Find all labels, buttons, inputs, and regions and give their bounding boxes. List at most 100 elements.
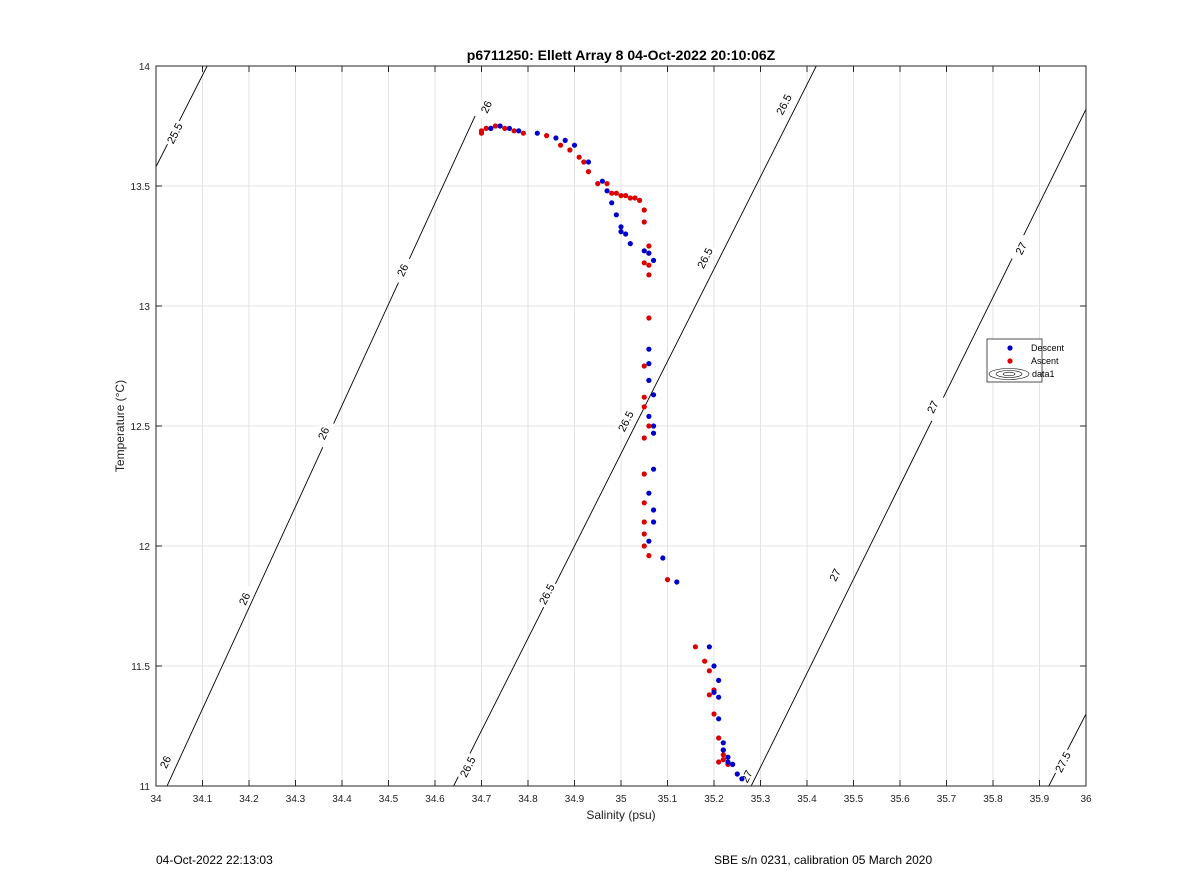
- data-point-ascent: [702, 658, 708, 664]
- y-tick-label: 14: [139, 62, 151, 73]
- x-axis-label: Salinity (psu): [586, 808, 655, 822]
- data-point-ascent: [623, 193, 629, 199]
- data-point-descent: [534, 130, 540, 136]
- footer-timestamp: 04-Oct-2022 22:13:03: [156, 853, 273, 867]
- data-point-descent: [618, 229, 624, 235]
- contour-label-gap: [1008, 233, 1033, 264]
- data-point-ascent: [716, 759, 722, 765]
- data-point-descent: [650, 466, 657, 472]
- footer-calibration: SBE s/n 0231, calibration 05 March 2020: [714, 853, 933, 867]
- density-contour-line: [166, 101, 482, 786]
- x-tick-label: 35.4: [797, 794, 817, 805]
- y-tick-label: 11.5: [131, 662, 150, 673]
- data-point-descent: [716, 677, 722, 684]
- data-point-descent: [641, 248, 647, 254]
- contour-label: 26: [395, 262, 411, 278]
- data-point-ascent: [706, 668, 712, 674]
- data-point-ascent: [483, 125, 489, 131]
- data-point-ascent: [632, 195, 638, 201]
- contour-label-gap: [734, 761, 759, 792]
- data-point-descent: [571, 142, 578, 148]
- x-tick-label: 35: [615, 794, 627, 805]
- data-point-descent: [650, 392, 657, 398]
- x-tick-label: 35.6: [890, 794, 910, 805]
- contour-label-gap: [455, 752, 480, 782]
- data-point-ascent: [692, 644, 699, 650]
- x-tick-label: 34.6: [425, 794, 445, 805]
- x-tick-label: 35.9: [1030, 794, 1050, 805]
- data-point-ascent: [478, 128, 485, 134]
- data-point-descent: [716, 716, 722, 722]
- x-tick-label: 35.5: [844, 794, 864, 805]
- contour-label-gap: [1050, 747, 1075, 777]
- x-tick-label: 34.2: [239, 794, 259, 805]
- data-point-descent: [734, 771, 740, 777]
- data-point-ascent: [641, 207, 647, 213]
- data-point-descent: [711, 689, 717, 696]
- y-tick-label: 12: [139, 542, 151, 553]
- data-point-descent: [618, 224, 624, 230]
- data-point-descent: [516, 128, 522, 134]
- data-point-ascent: [557, 142, 564, 148]
- data-point-descent: [706, 644, 712, 650]
- density-contour-line: [453, 66, 817, 786]
- x-tick-label: 34.3: [286, 794, 306, 805]
- contour-label: 26: [158, 754, 174, 770]
- contour-label: 26: [237, 591, 253, 607]
- data-point-descent: [609, 200, 615, 206]
- x-tick-label: 34.7: [472, 794, 492, 805]
- data-point-descent: [497, 123, 503, 129]
- data-point-ascent: [609, 190, 615, 196]
- data-point-descent: [650, 423, 657, 429]
- data-point-ascent: [646, 243, 652, 249]
- data-point-descent: [613, 212, 619, 218]
- contour-label: 27: [925, 399, 941, 415]
- data-point-descent: [650, 257, 657, 263]
- data-point-descent: [488, 125, 494, 131]
- data-point-ascent: [613, 190, 619, 196]
- legend-label: Ascent: [1031, 356, 1059, 366]
- data-point-ascent: [641, 471, 647, 477]
- data-point-ascent: [604, 181, 610, 187]
- data-point-descent: [646, 413, 652, 419]
- x-tick-label: 36: [1080, 794, 1092, 805]
- legend-label: data1: [1032, 369, 1055, 379]
- data-point-ascent: [646, 315, 652, 321]
- data-point-ascent: [641, 519, 647, 525]
- x-tick-label: 35.3: [751, 794, 771, 805]
- data-point-descent: [650, 507, 657, 513]
- x-tick-label: 35.1: [658, 794, 678, 805]
- data-point-ascent: [716, 735, 722, 741]
- data-points: [478, 123, 745, 782]
- data-point-ascent: [641, 394, 647, 400]
- data-point-ascent: [492, 123, 499, 129]
- data-point-ascent: [544, 133, 550, 139]
- x-tick-label: 34: [150, 794, 162, 805]
- data-point-ascent: [576, 154, 582, 160]
- x-tick-label: 35.8: [983, 794, 1003, 805]
- data-point-ascent: [520, 130, 526, 136]
- data-point-ascent: [641, 219, 647, 225]
- legend-marker-contour: [988, 368, 1030, 380]
- data-point-ascent: [720, 752, 726, 758]
- contour-label-gap: [920, 392, 945, 422]
- x-axis-ticks: 34 34.1 34.2 34.3 34.4 34.5 34.6 34.7 34.8 34.9 35…: [150, 66, 1092, 805]
- data-point-descent: [604, 188, 610, 194]
- contour-label: 27: [1014, 241, 1030, 257]
- legend-label: Descent: [1031, 343, 1065, 353]
- contour-label-gap: [692, 243, 717, 273]
- data-point-descent: [650, 519, 657, 525]
- data-point-descent: [646, 538, 652, 544]
- density-contour-line: [750, 109, 1086, 786]
- contour-label-gap: [162, 118, 187, 148]
- y-tick-label: 13: [139, 302, 151, 313]
- x-tick-label: 34.8: [518, 794, 538, 805]
- data-point-descent: [623, 231, 629, 237]
- density-contour-line: [156, 66, 208, 168]
- data-point-ascent: [720, 757, 726, 763]
- data-point-descent: [562, 137, 568, 143]
- data-point-descent: [725, 754, 731, 760]
- data-point-ascent: [637, 197, 643, 203]
- data-point-descent: [646, 346, 652, 352]
- y-tick-label: 13.5: [131, 182, 151, 193]
